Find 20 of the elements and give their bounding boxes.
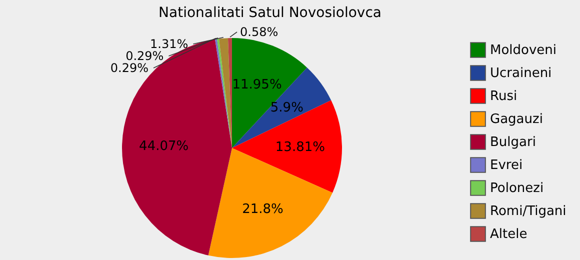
legend-label: Gagauzi bbox=[490, 112, 543, 127]
data-label: 21.8% bbox=[242, 202, 284, 217]
legend-label: Romi/Tigani bbox=[490, 204, 566, 219]
data-label: 1.31% bbox=[150, 37, 188, 51]
data-label: 13.81% bbox=[275, 140, 325, 155]
data-label: 0.29% bbox=[110, 61, 148, 75]
data-label: 5.9% bbox=[270, 100, 304, 116]
legend-label: Altele bbox=[490, 227, 528, 242]
data-label: 0.29% bbox=[126, 49, 164, 63]
pie-slice bbox=[232, 100, 342, 193]
legend-label: Evrei bbox=[490, 158, 523, 173]
data-label: 11.95% bbox=[232, 78, 282, 93]
legend-label: Rusi bbox=[490, 89, 518, 104]
legend-label: Polonezi bbox=[490, 181, 544, 196]
data-label: 0.58% bbox=[240, 25, 278, 39]
legend-label: Ucraineni bbox=[490, 66, 552, 81]
chart-title: Nationalitati Satul Novosiolovca bbox=[158, 5, 382, 21]
legend-label: Moldoveni bbox=[490, 43, 557, 58]
legend-label: Bulgari bbox=[490, 135, 536, 150]
data-label: 44.07% bbox=[139, 138, 189, 154]
